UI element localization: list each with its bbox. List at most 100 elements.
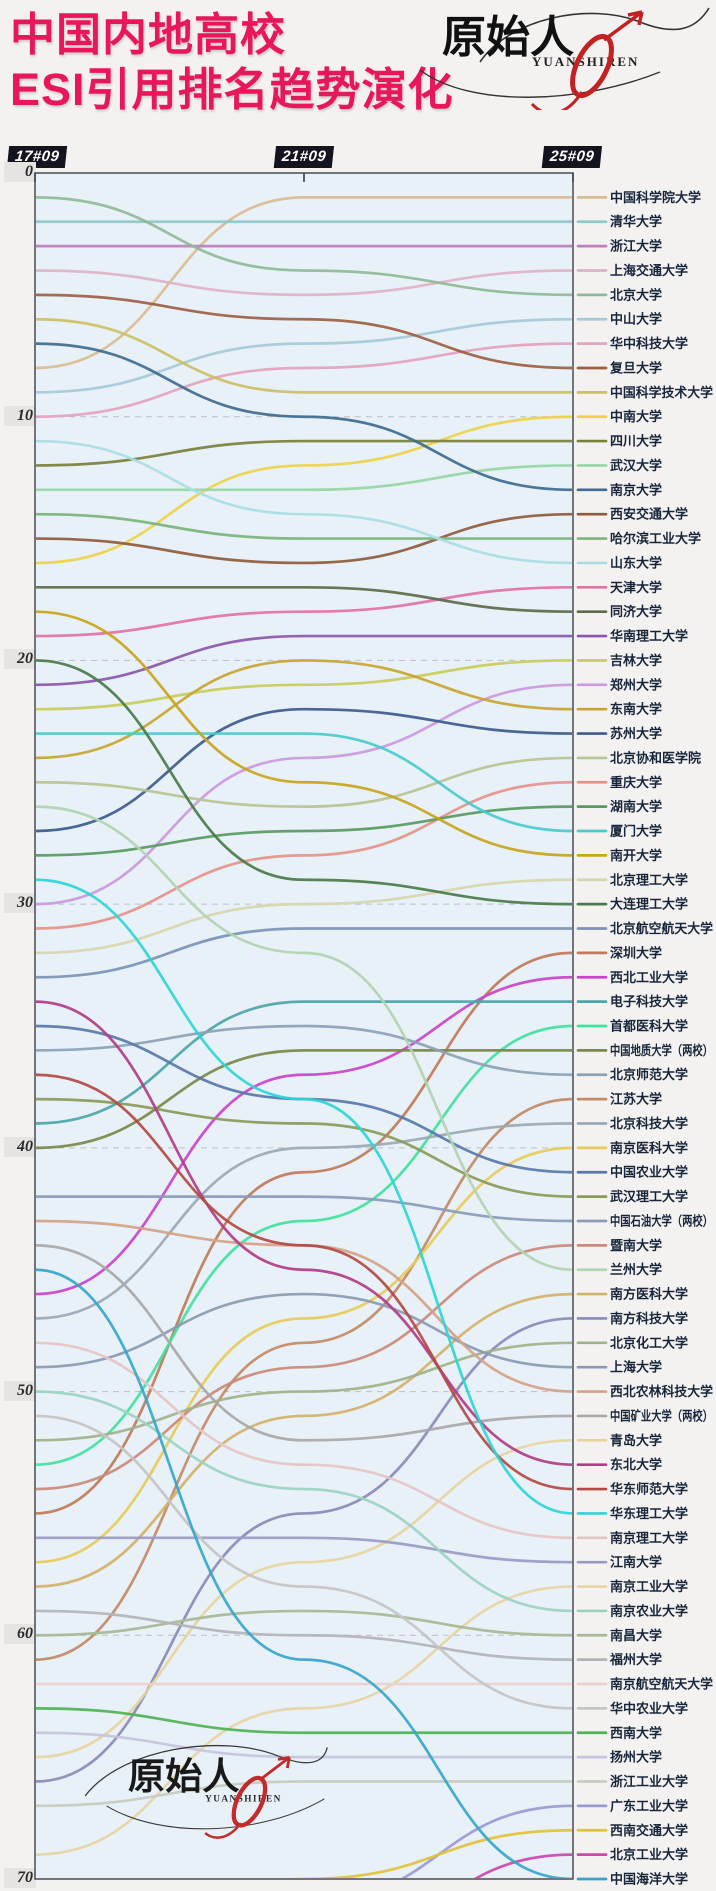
logo-swoosh-icon — [479, 7, 710, 63]
university-label: 郑州大学 — [610, 677, 662, 692]
y-axis-label-30: 30 — [4, 893, 36, 914]
university-label: 中国海洋大学 — [610, 1872, 688, 1887]
university-label: 江苏大学 — [610, 1092, 662, 1107]
rank-line — [36, 1195, 572, 1223]
university-label: 东南大学 — [610, 702, 662, 717]
rank-line — [36, 293, 572, 370]
rank-line — [36, 1707, 572, 1735]
university-label: 北京化工大学 — [610, 1335, 688, 1350]
yuanshiren-logo-bottom: 原始人 YUANSHIREN — [84, 1745, 328, 1839]
university-label: 青岛大学 — [610, 1433, 662, 1448]
rank-line — [36, 1780, 572, 1808]
rank-line — [36, 1317, 572, 1783]
rank-line — [36, 1731, 572, 1759]
title-line-1: 中国内地高校 — [10, 9, 287, 60]
university-label: 同济大学 — [610, 604, 662, 619]
university-label: 南京工业大学 — [610, 1579, 688, 1594]
university-label: 天津大学 — [610, 580, 662, 595]
university-label: 湖南大学 — [610, 799, 662, 814]
university-label: 中国科学技术大学 — [610, 385, 713, 400]
university-label: 中山大学 — [610, 312, 662, 327]
university-label: 电子科技大学 — [610, 994, 688, 1009]
y-axis-label-10: 10 — [4, 405, 36, 426]
rank-line — [36, 1024, 572, 1466]
rank-line — [36, 1341, 572, 1540]
rank-line — [474, 1853, 572, 1878]
university-label: 厦门大学 — [610, 824, 662, 839]
rank-line — [36, 1000, 572, 1467]
university-label: 清华大学 — [610, 214, 662, 229]
university-label: 中国矿业大学（两校） — [610, 1408, 713, 1423]
rank-line — [36, 317, 572, 394]
university-label: 山东大学 — [610, 555, 662, 570]
rank-line — [36, 732, 572, 833]
university-label: 南京大学 — [610, 482, 662, 497]
rank-line — [36, 1244, 572, 1491]
rank-line — [36, 927, 572, 979]
rank-line — [36, 878, 572, 955]
rank-line — [36, 634, 572, 687]
university-label: 北京工业大学 — [610, 1847, 688, 1862]
university-label: 中国石油大学（两校） — [610, 1213, 713, 1228]
rank-line — [36, 1292, 572, 1369]
rank-line — [36, 1341, 572, 1442]
university-label: 北京协和医学院 — [610, 750, 701, 765]
university-label: 西南交通大学 — [610, 1823, 688, 1838]
rank-line — [36, 415, 572, 565]
rank-line — [36, 707, 572, 833]
university-label: 北京大学 — [610, 287, 662, 302]
university-label: 南京医科大学 — [610, 1140, 688, 1155]
rank-line — [36, 1536, 572, 1564]
yuanshiren-logo: 原始人 YUANSHIREN — [419, 7, 710, 110]
rank-line — [36, 756, 572, 809]
rank-line — [36, 1609, 572, 1637]
rank-line — [36, 1049, 572, 1150]
rank-line — [36, 1585, 572, 1856]
university-label: 华东师范大学 — [610, 1482, 688, 1497]
university-label: 南开大学 — [610, 848, 662, 863]
rank-line — [36, 317, 572, 394]
university-label: 北京师范大学 — [610, 1067, 688, 1082]
university-label: 中国农业大学 — [610, 1165, 688, 1180]
university-label: 南方医科大学 — [610, 1287, 688, 1302]
rank-line — [36, 269, 572, 297]
university-label: 重庆大学 — [610, 775, 662, 790]
university-label: 武汉大学 — [610, 458, 662, 473]
university-label: 上海大学 — [610, 1360, 662, 1375]
rank-line — [36, 780, 572, 930]
rank-line — [36, 196, 572, 297]
rank-line — [36, 805, 572, 1272]
university-label: 中国科学院大学 — [610, 190, 701, 205]
university-label: 广东工业大学 — [610, 1798, 688, 1813]
rank-line — [36, 342, 572, 419]
university-label: 武汉理工大学 — [610, 1189, 688, 1204]
logo-swoosh2-icon — [106, 1798, 325, 1830]
university-label: 江南大学 — [610, 1555, 662, 1570]
page-title: 中国内地高校 ESI引用排名趋势演化 — [10, 8, 530, 118]
y-axis-label-40: 40 — [4, 1136, 36, 1157]
university-label: 暨南大学 — [610, 1238, 662, 1253]
rank-line — [36, 878, 572, 1515]
university-label: 中国地质大学（两校） — [610, 1043, 713, 1058]
rank-line — [36, 1146, 572, 1564]
university-label: 中南大学 — [610, 409, 662, 424]
logo-swoosh-icon — [84, 1745, 328, 1797]
rank-line — [36, 342, 572, 492]
rank-line — [36, 585, 572, 638]
rank-line — [36, 659, 572, 760]
rank-line — [36, 610, 572, 857]
rank-line — [36, 659, 572, 711]
university-label: 深圳大学 — [610, 945, 662, 960]
university-label: 华中农业大学 — [610, 1701, 688, 1716]
university-label: 兰州大学 — [610, 1262, 662, 1277]
university-label: 北京理工大学 — [610, 872, 688, 887]
rank-line — [36, 659, 572, 906]
rank-line — [36, 1073, 572, 1491]
rank-line — [36, 1390, 572, 1613]
university-label: 华中科技大学 — [610, 336, 688, 351]
y-axis-label-70: 70 — [4, 1868, 36, 1888]
rank-line — [36, 683, 572, 906]
university-label: 北京科技大学 — [610, 1116, 688, 1131]
university-label: 大连理工大学 — [610, 897, 688, 912]
